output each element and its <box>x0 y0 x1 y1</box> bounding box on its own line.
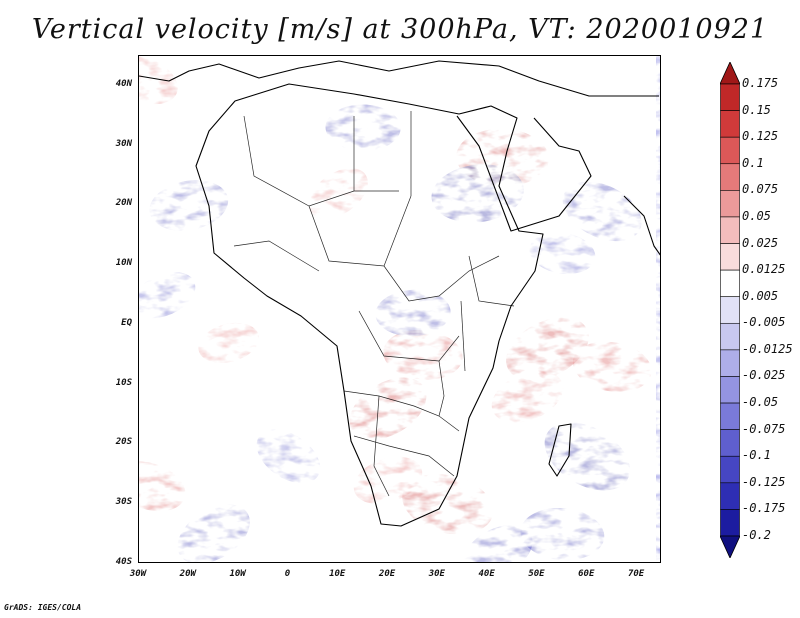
colorbar-swatch <box>720 482 740 510</box>
coastlines <box>139 60 660 527</box>
colorbar-swatch <box>720 455 740 484</box>
velocity-anomalies <box>139 56 652 562</box>
lat-tick-label: 10S <box>115 377 132 388</box>
colorbar-swatch <box>720 429 740 457</box>
colorbar-swatch <box>720 110 740 138</box>
india-coastline <box>623 195 660 256</box>
lon-tick-label: 60E <box>578 569 595 579</box>
lat-tick-label: 20N <box>115 198 132 209</box>
colorbar-swatch <box>720 296 740 324</box>
map-panel <box>138 55 661 563</box>
colorbar-label: -0.1 <box>742 448 771 463</box>
colorbar-label: -0.075 <box>742 421 786 436</box>
colorbar <box>720 62 740 558</box>
lon-tick-label: 40E <box>478 569 495 579</box>
downward-motion-region <box>256 429 321 484</box>
lon-tick-label: 0 <box>284 569 291 579</box>
lon-tick-label: 10W <box>229 569 246 579</box>
country-borders <box>233 111 515 497</box>
colorbar-label: -0.2 <box>742 528 771 542</box>
colorbar-label: 0.175 <box>742 76 779 90</box>
lon-tick-label: 20E <box>378 569 396 579</box>
colorbar-swatch <box>720 349 740 377</box>
upward-motion-region <box>402 474 494 535</box>
upward-motion-region <box>308 168 368 219</box>
colorbar-label: 0.05 <box>742 208 771 223</box>
colorbar-label: 0.0125 <box>742 262 786 277</box>
colorbar-label: 0.005 <box>742 288 779 303</box>
colorbar-label: -0.025 <box>742 368 786 383</box>
lat-tick-label: 30N <box>115 138 132 149</box>
downward-motion-region <box>529 232 596 275</box>
downward-motion-region <box>139 272 196 319</box>
upward-motion-region <box>383 329 463 380</box>
downward-motion-region <box>562 181 642 242</box>
downward-motion-region <box>520 507 605 561</box>
colorbar-swatch <box>720 163 740 191</box>
downward-motion-region <box>177 504 250 562</box>
upward-motion-region <box>198 322 260 363</box>
lon-tick-label: 30E <box>428 569 445 579</box>
europe-coastline <box>139 60 659 97</box>
colorbar-label: 0.075 <box>742 182 779 197</box>
colorbar-label: 0.15 <box>742 102 771 117</box>
grads-credit: GrADS: IGES/COLA <box>4 603 82 612</box>
colorbar-swatch <box>720 243 740 271</box>
downward-motion-region <box>462 524 533 562</box>
arabia-coastline <box>456 115 592 232</box>
africa-coastline <box>195 83 544 527</box>
colorbar-swatch <box>720 136 740 165</box>
downward-motion-region <box>325 104 401 151</box>
colorbar-label: -0.005 <box>742 315 786 330</box>
upward-motion-region <box>139 56 178 105</box>
upward-motion-region <box>139 461 186 512</box>
colorbar-label: 0.1 <box>742 155 764 170</box>
colorbar-swatch <box>720 269 740 298</box>
lat-tick-label: 30S <box>115 497 132 508</box>
colorbar-label: 0.125 <box>742 129 779 144</box>
lat-tick-label: 20S <box>115 437 132 448</box>
upward-motion-region <box>572 341 652 392</box>
lon-tick-label: 50E <box>528 569 545 579</box>
upward-motion-region <box>491 370 564 423</box>
vertical-velocity-map <box>139 56 660 562</box>
lat-tick-label: EQ <box>121 317 132 328</box>
colorbar-swatch <box>720 322 740 351</box>
lon-tick-label: 30W <box>129 569 147 579</box>
colorbar-swatch <box>720 402 740 430</box>
lon-tick-label: 20W <box>179 569 196 579</box>
lat-tick-label: 40N <box>115 78 132 89</box>
upward-motion-region <box>353 456 423 504</box>
lat-tick-label: 40S <box>115 557 132 567</box>
colorbar-label: -0.125 <box>742 474 786 489</box>
lon-tick-label: 70E <box>627 569 645 579</box>
colorbar-label: 0.025 <box>742 235 779 250</box>
colorbar-swatch <box>720 376 740 404</box>
plot-title: Vertical velocity [m/s] at 300hPa, VT: 2… <box>31 14 769 45</box>
downward-motion-region <box>375 289 451 337</box>
colorbar-swatch <box>720 509 740 537</box>
downward-motion-region <box>544 422 630 491</box>
lat-tick-label: 10N <box>115 258 132 269</box>
colorbar-label: -0.175 <box>742 501 786 516</box>
upward-motion-region <box>506 317 589 381</box>
downward-motion-region <box>149 180 229 231</box>
colorbar-label: -0.0125 <box>742 341 793 356</box>
lon-tick-label: 10E <box>329 569 346 579</box>
upward-motion-region <box>349 377 427 440</box>
colorbar-swatch <box>720 83 740 111</box>
colorbar-min-arrow <box>720 535 740 558</box>
colorbar-label: -0.05 <box>742 395 779 410</box>
colorbar-swatch <box>720 190 740 218</box>
colorbar-max-arrow <box>720 62 740 85</box>
madagascar-coastline <box>548 423 572 477</box>
colorbar-swatch <box>720 216 740 244</box>
